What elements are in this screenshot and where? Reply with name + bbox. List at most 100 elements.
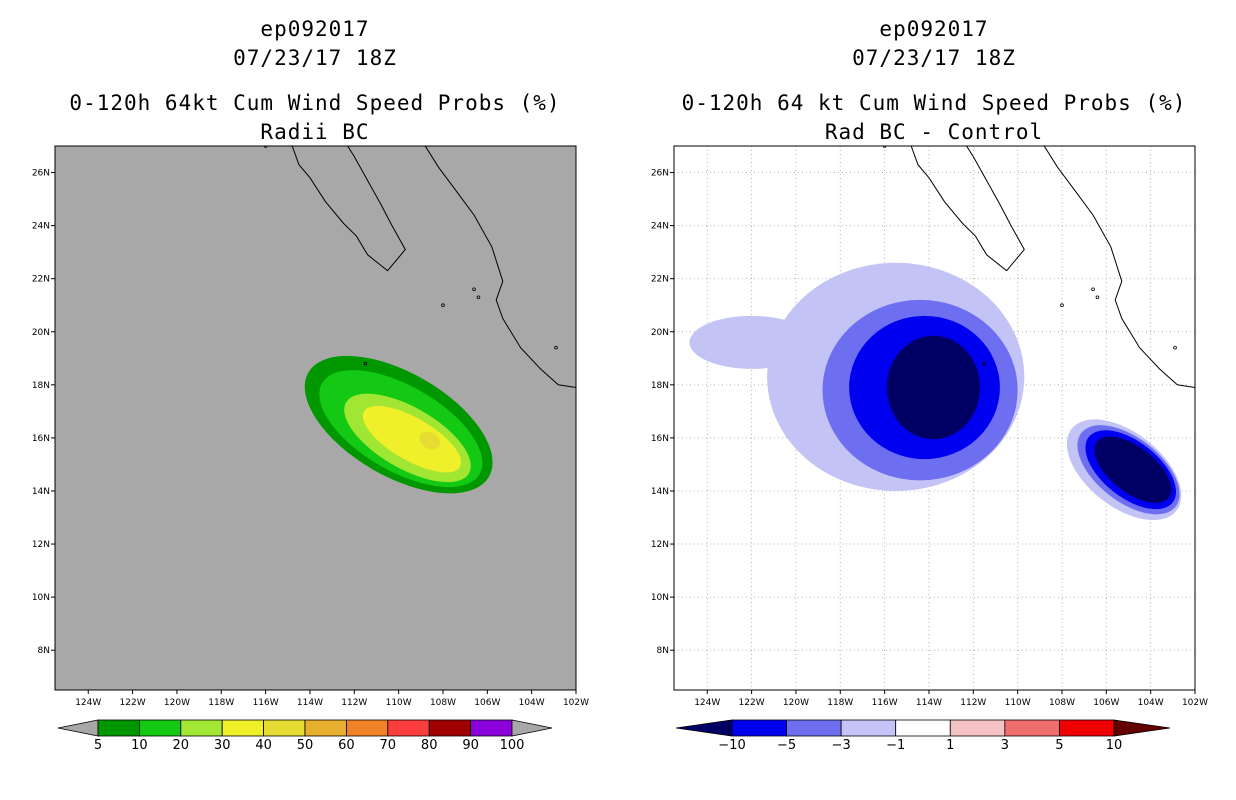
right-x-tick-label: 118W (827, 698, 853, 708)
left-colorbar: 5 10 20 30 40 50 60 70 80 90 100 (57, 719, 553, 753)
left-y-tick-label: 8N (38, 646, 50, 656)
right-contour--10 (886, 335, 980, 440)
right-map-content (674, 146, 1195, 690)
left-colorbar-arrow-left (57, 719, 99, 737)
left-y-tick-label: 14N (32, 487, 50, 497)
right-y-tick-label: 12N (651, 540, 669, 550)
left-y-tick-label: 24N (32, 222, 50, 232)
left-x-tick-label: 106W (474, 698, 500, 708)
right-map-frame (673, 145, 1196, 691)
right-valid-time: 07/23/17 18Z (852, 46, 1016, 70)
right-subtitle: Rad BC - Control (824, 120, 1044, 144)
left-x-tick-label: 112W (341, 698, 367, 708)
left-x-tick-label: 118W (208, 698, 234, 708)
right-colorbar-label: −10 (718, 738, 745, 753)
left-coastline (424, 146, 576, 388)
right-map-panel: 124W 122W 120W 118W 116W 114W 112W 110W 108W 106W… (651, 145, 1208, 708)
right-coastline (1043, 146, 1195, 388)
left-y-tick-label: 12N (32, 540, 50, 550)
left-island (363, 361, 368, 366)
left-y-tick-label: 18N (32, 381, 50, 391)
left-colorbar-label: 10 (131, 738, 148, 753)
right-x-tick-label: 114W (916, 698, 942, 708)
left-colorbar-arrow-right (511, 719, 553, 737)
left-colorbar-swatch (470, 719, 513, 737)
right-y-tick-label: 16N (651, 434, 669, 444)
right-colorbar-swatch (1059, 719, 1115, 737)
left-colorbar-swatch (345, 719, 389, 737)
left-x-tick-label: 110W (386, 698, 412, 708)
right-x-tick-label: 112W (960, 698, 986, 708)
left-island (472, 287, 476, 292)
right-y-tick-label: 18N (651, 381, 669, 391)
left-product-title: 0-120h 64kt Cum Wind Speed Probs (%) (69, 91, 561, 115)
left-contour-30 (362, 405, 462, 473)
right-x-tick-label: 110W (1005, 698, 1031, 708)
right-colorbar: −10 −5 −3 −1 1 3 5 10 (675, 719, 1171, 753)
right-colorbar-label: −3 (832, 738, 851, 753)
right-island (1095, 295, 1100, 300)
left-x-tick-label: 104W (519, 698, 545, 708)
right-colorbar-swatch (949, 719, 1006, 737)
left-x-tick-label: 116W (253, 698, 279, 708)
right-contour--10 (1094, 436, 1172, 503)
right-storm-id: ep092017 (879, 17, 989, 41)
left-y-tick-label: 26N (32, 169, 50, 179)
right-island (1091, 287, 1095, 292)
right-colorbar-swatch (840, 719, 897, 737)
right-colorbar-arrow-right (1113, 719, 1171, 737)
right-x-tick-label: 116W (872, 698, 898, 708)
right-x-tick-label: 106W (1093, 698, 1119, 708)
left-map-content (263, 146, 576, 494)
left-colorbar-label: 80 (421, 738, 438, 753)
right-colorbar-label: 3 (1001, 738, 1009, 753)
left-island (441, 303, 445, 308)
right-colorbar-label: −1 (886, 738, 905, 753)
right-y-tick-label: 22N (651, 275, 669, 285)
left-colorbar-swatch (221, 719, 264, 737)
left-colorbar-label: 70 (380, 738, 397, 753)
right-x-tick-label: 104W (1138, 698, 1164, 708)
right-contour--1 (689, 315, 814, 369)
left-y-tick-label: 10N (32, 593, 50, 603)
left-storm-id: ep092017 (260, 17, 370, 41)
right-island (1173, 345, 1177, 350)
right-colorbar-label: 1 (946, 738, 954, 753)
left-colorbar-swatch (387, 719, 430, 737)
left-colorbar-swatch (304, 719, 347, 737)
left-coastline (291, 146, 406, 272)
right-coastline (910, 146, 1025, 272)
right-colorbar-swatch (731, 719, 787, 737)
left-map-panel: 124W 122W 120W 118W 116W 114W 112W 110W 108W 106W… (32, 145, 589, 708)
left-y-tick-label: 22N (32, 275, 50, 285)
right-colorbar-swatch (895, 719, 951, 737)
right-y-tick-label: 26N (651, 169, 669, 179)
right-panel-title: ep092017 07/23/17 18Z 0-120h 64 kt Cum W… (674, 15, 1194, 147)
left-colorbar-label: 5 (94, 738, 102, 753)
left-colorbar-label: 50 (297, 738, 314, 753)
left-x-tick-label: 108W (430, 698, 456, 708)
right-x-tick-label: 124W (694, 698, 720, 708)
right-colorbar-arrow-left (675, 719, 733, 737)
left-map-background (55, 146, 576, 690)
left-map-frame (54, 145, 577, 691)
left-colorbar-label: 100 (500, 738, 525, 753)
right-x-tick-label: 102W (1182, 698, 1208, 708)
left-colorbar-label: 20 (173, 738, 190, 753)
left-x-tick-label: 120W (164, 698, 190, 708)
left-colorbar-label: 60 (338, 738, 355, 753)
left-colorbar-swatch (180, 719, 223, 737)
right-island (1060, 303, 1064, 308)
left-y-tick-label: 16N (32, 434, 50, 444)
left-colorbar-label: 90 (462, 738, 479, 753)
right-y-tick-label: 14N (651, 487, 669, 497)
left-colorbar-swatch (97, 719, 140, 737)
left-island (476, 295, 481, 300)
right-y-tick-label: 8N (657, 646, 669, 656)
right-x-tick-label: 120W (783, 698, 809, 708)
right-island (982, 361, 987, 366)
left-colorbar-swatch (263, 719, 306, 737)
left-island (554, 345, 558, 350)
left-valid-time: 07/23/17 18Z (233, 46, 397, 70)
left-x-tick-label: 102W (563, 698, 589, 708)
